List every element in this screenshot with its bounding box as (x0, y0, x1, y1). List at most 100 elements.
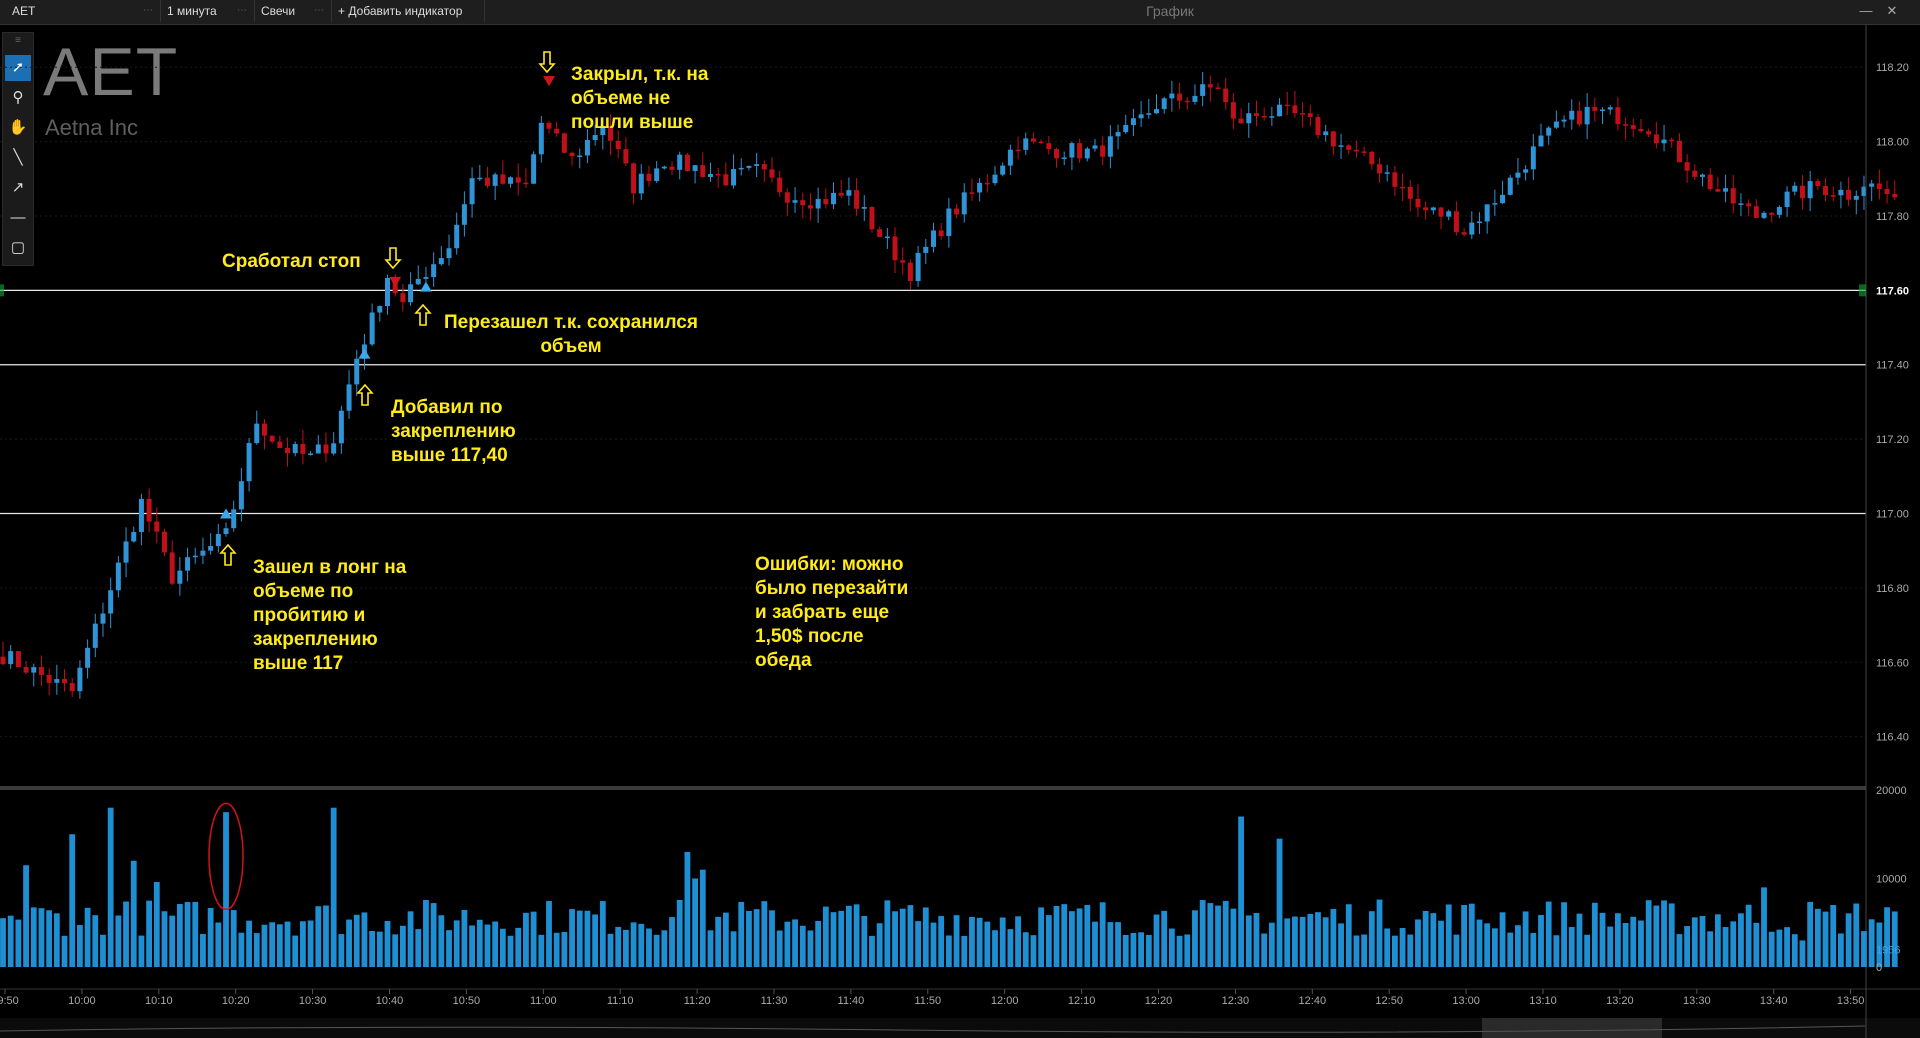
volume-bar (1322, 917, 1329, 967)
cursor-icon[interactable]: ➚ (5, 55, 31, 81)
candle-body (192, 555, 198, 558)
volume-bar (469, 925, 475, 967)
time-tick-label: 13:20 (1606, 995, 1634, 1007)
arrow-down-icon (538, 51, 556, 74)
volume-bar (30, 907, 37, 967)
candle-body (707, 173, 713, 178)
chart-style-selector[interactable]: Свечи ⋯ (255, 0, 332, 22)
volume-bar (1768, 931, 1775, 967)
candle-body (846, 190, 852, 196)
candle-body (38, 667, 44, 675)
volume-bar (1738, 913, 1744, 967)
add-indicator-button[interactable]: + Добавить индикатор (332, 0, 485, 22)
candle-body (1730, 188, 1736, 204)
minimize-icon[interactable]: — (1859, 3, 1873, 18)
candle-body (1799, 185, 1805, 199)
volume-bar (1507, 932, 1514, 967)
candle-body (738, 167, 744, 170)
volume-bar (1630, 916, 1637, 967)
volume-bar (653, 934, 660, 967)
time-tick-label: 13:30 (1683, 995, 1711, 1007)
volume-bar (815, 920, 822, 967)
candle-body (46, 674, 52, 683)
volume-bar (1476, 919, 1483, 967)
candle-body (338, 410, 344, 444)
volume-bar (1338, 923, 1344, 967)
volume-bar (1653, 905, 1660, 967)
volume-bar (415, 929, 422, 967)
arrow-icon[interactable]: ↗ (11, 179, 25, 196)
volume-bar (1022, 932, 1029, 967)
candle-body (1353, 149, 1359, 152)
candle-body (715, 173, 721, 176)
time-axis: 09:50 10:00 10:10 10:20 10:30 10:40 10:50 11:00… (0, 989, 1864, 1007)
volume-bar (15, 919, 22, 967)
volume-bar (1415, 919, 1421, 967)
candle-body (854, 190, 860, 209)
candle-body (461, 204, 467, 225)
candle-body (54, 679, 60, 683)
volume-bar (561, 932, 568, 967)
interval-selector[interactable]: 1 минута ⋯ (161, 0, 255, 22)
candle-body (1546, 127, 1552, 136)
volume-bar (1661, 900, 1667, 967)
volume-bar (230, 910, 237, 967)
volume-bar (1591, 902, 1598, 967)
add-indicator-label: + Добавить индикатор (338, 4, 463, 18)
candle-body (631, 163, 637, 194)
company-name: Aetna Inc (45, 115, 138, 140)
candle-body (1738, 203, 1744, 205)
buy-marker (358, 348, 371, 359)
volume-bar (338, 934, 345, 967)
symbol-selector[interactable]: AET ⋯ (6, 0, 161, 22)
volume-bar (23, 865, 29, 967)
line-icon[interactable]: ╲ (13, 149, 23, 166)
hand-icon[interactable]: ✋ (8, 119, 28, 136)
volume-bar (376, 931, 383, 967)
candle-body (669, 166, 675, 170)
volume-bar (938, 916, 945, 967)
price-axis: 118.20 118.00 117.80 117.60 117.40 117.20 117.… (0, 24, 1920, 1038)
volume-bar (1076, 908, 1083, 967)
volume-bar (1784, 927, 1790, 967)
candle-body (85, 647, 91, 668)
volume-bar (1491, 928, 1498, 967)
note-stop: Сработал стоп (222, 251, 361, 272)
candle-body (477, 177, 483, 180)
candle-body (784, 192, 790, 203)
candle-body (0, 656, 6, 665)
hline-icon[interactable]: — (10, 209, 26, 226)
volume-bar (1430, 913, 1437, 967)
rectangle-icon[interactable]: ▢ (10, 239, 26, 256)
volume-bar (446, 930, 452, 967)
grip-icon[interactable]: ≡ (15, 35, 21, 46)
volume-bar (1122, 934, 1129, 967)
candle-body (831, 192, 837, 205)
candle-body (515, 177, 521, 183)
volume-bar (1645, 900, 1652, 967)
volume-bar (192, 901, 199, 967)
volume-bar (969, 916, 975, 967)
candles (0, 72, 1898, 699)
candle-body (1269, 116, 1275, 118)
close-icon[interactable]: ✕ (1886, 3, 1898, 18)
candle-body (1807, 181, 1813, 199)
volume-bar (330, 807, 337, 967)
volume-bar (722, 912, 729, 967)
volume-bar (884, 900, 891, 967)
volume-bar (1438, 920, 1444, 967)
candle-body (1177, 93, 1183, 101)
volume-bar (276, 924, 283, 967)
zoom-icon[interactable]: ⚲ (12, 89, 24, 106)
volume-bar (238, 932, 245, 967)
candle-body (638, 173, 644, 194)
candle-body (1876, 183, 1882, 189)
chart-style-value: Свечи (261, 4, 296, 18)
volume-bar (1499, 912, 1506, 967)
volume-bar (646, 928, 652, 967)
volume-bar (638, 923, 645, 967)
time-tick-label: 11:10 (607, 995, 634, 1007)
candle-body (923, 246, 929, 253)
candle-body (1146, 113, 1152, 115)
